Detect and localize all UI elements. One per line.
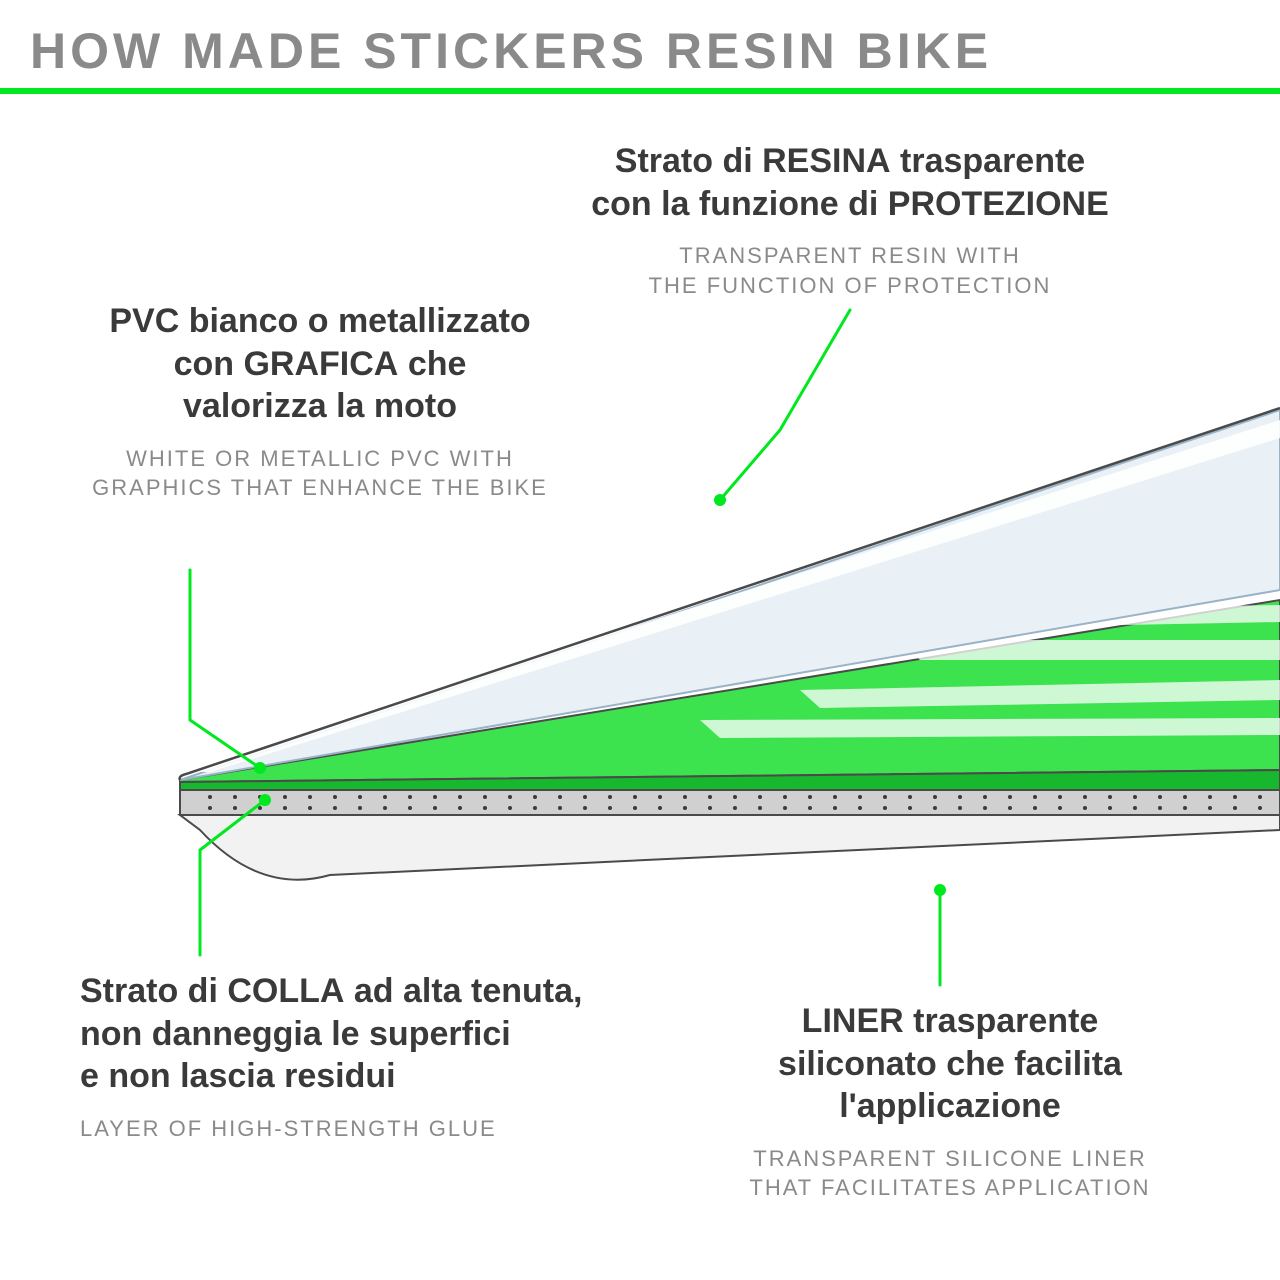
- title-underline: [0, 88, 1280, 94]
- label-pvc-main: PVC bianco o metallizzatocon GRAFICA che…: [60, 300, 580, 428]
- label-liner-main: LINER trasparentesiliconato che facilita…: [690, 1000, 1210, 1128]
- label-glue-main: Strato di COLLA ad alta tenuta,non danne…: [80, 970, 700, 1098]
- label-resin-sub: TRANSPARENT RESIN WITHTHE FUNCTION OF PR…: [490, 241, 1210, 300]
- label-glue: Strato di COLLA ad alta tenuta,non danne…: [80, 970, 700, 1143]
- label-pvc: PVC bianco o metallizzatocon GRAFICA che…: [60, 300, 580, 503]
- label-glue-sub: LAYER OF HIGH-STRENGTH GLUE: [80, 1114, 700, 1144]
- label-resin: Strato di RESINA trasparentecon la funzi…: [490, 140, 1210, 300]
- label-liner: LINER trasparentesiliconato che facilita…: [690, 1000, 1210, 1203]
- page-title: HOW MADE STICKERS RESIN BIKE: [30, 22, 992, 80]
- label-liner-sub: TRANSPARENT SILICONE LINERTHAT FACILITAT…: [690, 1144, 1210, 1203]
- label-pvc-sub: WHITE OR METALLIC PVC WITHGRAPHICS THAT …: [60, 444, 580, 503]
- label-resin-main: Strato di RESINA trasparentecon la funzi…: [490, 140, 1210, 225]
